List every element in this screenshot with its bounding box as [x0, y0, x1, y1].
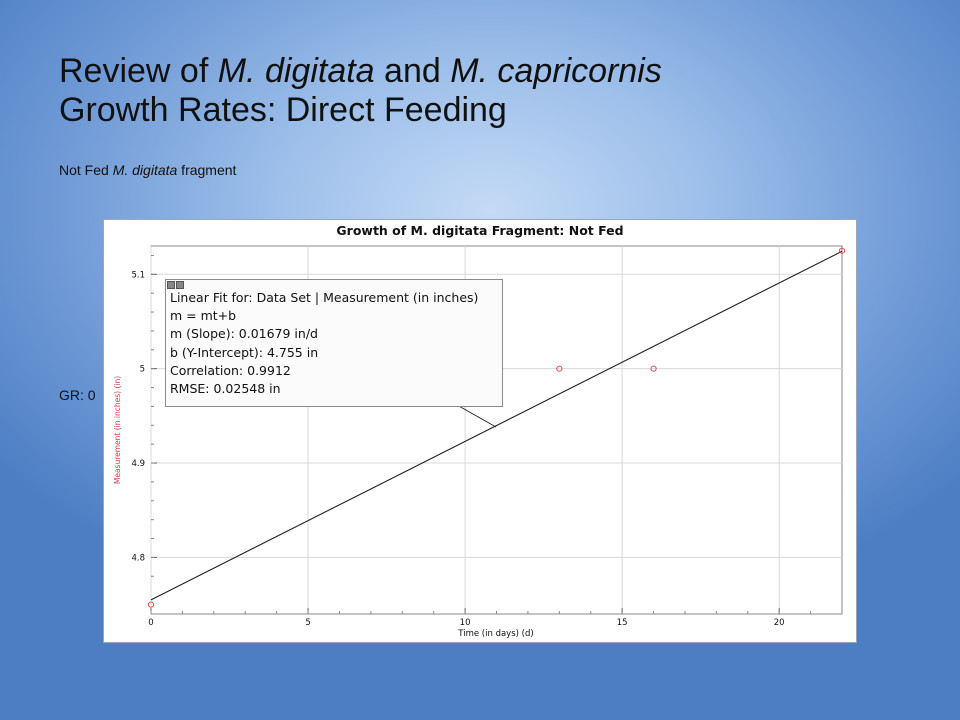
x-tick-label: 0: [148, 618, 153, 628]
data-point: [838, 247, 846, 254]
subtitle-species: M. digitata: [112, 162, 178, 178]
close-icon[interactable]: [167, 281, 175, 289]
y-axis-label: Measurement (in inches) (in): [113, 376, 122, 484]
linear-fit-box[interactable]: Linear Fit for: Data Set | Measurement (…: [165, 279, 503, 407]
data-point: [650, 365, 657, 372]
growth-rate-label: GR: 0: [59, 387, 96, 403]
slide-title: Review of M. digitata and M. capricornis…: [59, 52, 919, 130]
y-tick-label: 5: [140, 365, 145, 375]
x-axis-label: Time (in days) (d): [457, 629, 533, 639]
subtitle-text-1: Not Fed: [59, 162, 113, 178]
fit-line-4: b (Y-Intercept): 4.755 in: [170, 344, 319, 360]
fit-line-5: Correlation: 0.9912: [170, 362, 291, 378]
fit-callout-leader: [456, 404, 497, 428]
fit-layer: [150, 250, 843, 601]
title-text-1: Review of: [59, 52, 218, 90]
options-icon[interactable]: [176, 281, 184, 289]
x-tick-label: 10: [460, 618, 471, 628]
slide-title-line-2: Growth Rates: Direct Feeding: [59, 91, 507, 129]
chart-frame: Growth of M. digitata Fragment: Not Fed …: [103, 219, 857, 643]
linear-fit-line: [150, 250, 843, 601]
slide-subtitle: Not Fed M. digitata fragment: [59, 162, 236, 178]
fit-line-2: m = mt+b: [170, 308, 237, 324]
tick-layer: 0 5 10 15 20 4.8 4.9 5 5.1: [131, 254, 843, 628]
title-species-2: M. capricornis: [450, 52, 662, 90]
y-tick-label: 5.1: [131, 270, 145, 280]
x-tick-label: 15: [617, 618, 628, 628]
subtitle-text-2: fragment: [177, 162, 237, 178]
y-tick-label: 4.9: [131, 459, 145, 469]
data-point: [147, 601, 155, 608]
point-layer: [147, 247, 846, 608]
fit-line-6: RMSE: 0.02548 in: [170, 380, 281, 396]
y-tick-label: 4.8: [131, 553, 145, 563]
x-tick-label: 5: [305, 618, 310, 628]
fit-line-1: Linear Fit for: Data Set | Measurement (…: [170, 290, 479, 305]
slide-title-line-1: Review of M. digitata and M. capricornis: [59, 52, 919, 91]
chart-title: Growth of M. digitata Fragment: Not Fed: [336, 223, 623, 238]
fit-line-3: m (Slope): 0.01679 in/d: [170, 326, 318, 342]
title-text-2: and: [374, 52, 451, 90]
title-species-1: M. digitata: [217, 52, 375, 90]
data-point: [556, 365, 563, 372]
x-tick-label: 20: [774, 618, 785, 628]
